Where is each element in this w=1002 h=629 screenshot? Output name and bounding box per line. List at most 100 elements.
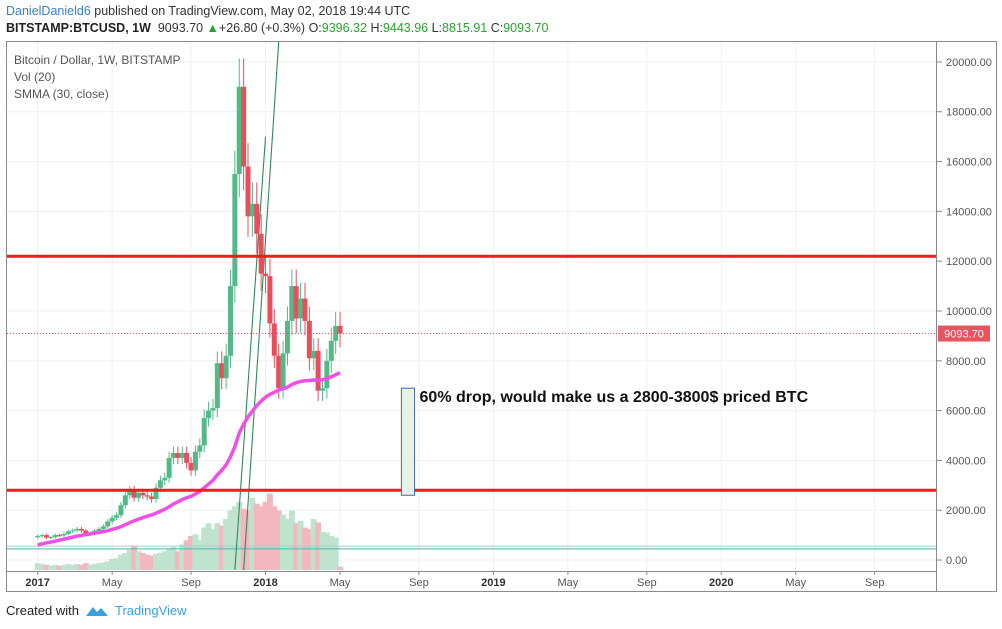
y-tick-label: 2000.00 [946,505,986,517]
publish-info: DanielDanield6 published on TradingView.… [6,4,410,18]
candle-body [254,203,260,234]
volume-bar [293,523,300,570]
y-tick-label: 8000.00 [946,356,986,368]
volume-bar [262,502,269,570]
volume-bar [245,510,252,570]
low-value: 8815.91 [442,21,488,35]
candle-body [149,496,155,500]
candle-body [311,350,317,359]
volume-bar [218,525,225,570]
volume-bar [131,546,138,570]
candle-body [188,462,194,471]
y-tick-label: 12000.00 [946,256,992,268]
candle-body [241,86,247,167]
volume-bar [205,523,212,570]
volume-bar [288,510,295,570]
candle-body [144,495,150,497]
footer: Created with TradingView [6,603,187,618]
time-scale[interactable] [6,571,937,592]
low-label: L: [431,21,443,35]
volume-bar [78,564,85,570]
chart-pane[interactable] [6,41,937,592]
candle-body [140,492,146,496]
candle-body [197,445,203,452]
volume-bar [310,519,317,570]
candle-body [201,418,207,446]
author-link[interactable]: DanielDanield6 [6,4,91,18]
x-tick-label: 2017 [25,577,49,589]
candle-body [289,286,295,321]
candle-body [153,487,159,500]
volume-bar [126,549,133,570]
volume-bar [87,564,94,570]
volume-bar [135,551,142,570]
open-label: O: [308,21,322,35]
candle-body [65,531,71,534]
smma-line [37,371,341,547]
y-tick-label: 18000.00 [946,107,992,119]
volume-bar [166,548,173,570]
candle-body [298,298,304,319]
candle-body [171,452,177,458]
candle-body [70,530,76,532]
volume-bar [306,529,313,570]
volume-bar [157,553,164,570]
volume-bar [139,553,146,570]
candle-body [105,521,111,527]
volume-bar [319,531,326,570]
candle-body [219,363,225,379]
price-scale[interactable] [937,41,997,592]
y-tick-label: 4000.00 [946,455,986,467]
trend-line [243,41,280,571]
volume-bar [275,510,282,570]
y-tick-label: 0.00 [946,555,967,567]
candle-body [135,492,141,498]
candle-body [48,537,54,539]
legend-title: Bitcoin / Dollar, 1W, BITSTAMP [14,53,181,67]
candle-body [131,490,137,498]
volume-bar [82,563,89,570]
candle-body [236,86,242,174]
annotation-text: 60% drop, would make us a 2800-3800$ pri… [420,389,809,406]
close-value: 9093.70 [503,21,549,35]
candle-body [157,480,163,488]
volume-bar [161,551,168,570]
volume-bar [179,544,186,570]
volume-bar [214,523,221,570]
candle-body [267,276,273,324]
x-tick-label: May [330,577,351,589]
x-tick-label: Sep [409,577,429,589]
volume-bar [266,493,273,570]
x-tick-label: May [785,577,806,589]
volume-bar [188,536,195,570]
volume-bar [183,540,190,570]
x-tick-label: 2020 [709,577,733,589]
candle-body [114,515,120,518]
symbol-info: BITSTAMP:BTCUSD, 1W 9093.70 ▲+26.80 (+0.… [6,21,548,35]
tradingview-brand-link[interactable]: TradingView [114,603,187,618]
last-price: 9093.70 [157,21,204,35]
volume-bar [284,519,291,570]
volume-bar [74,564,81,570]
candle-body [315,350,321,391]
volume-bar [65,564,72,570]
volume-bar [337,566,344,570]
volume-bar [144,554,151,570]
candle-body [109,517,115,522]
volume-bar [328,536,335,570]
candle-body [122,495,128,506]
high-value: 9443.96 [382,21,429,35]
volume-bar [39,564,46,570]
candle-body [306,320,312,359]
candle-body [302,298,308,321]
candle-body [324,360,330,389]
x-tick-label: Sep [181,577,201,589]
volume-bar [109,558,116,570]
candle-body [127,490,133,496]
y-tick-label: 16000.00 [946,157,992,169]
volume-bar [323,532,330,570]
volume-bar [69,564,76,570]
volume-bar [297,520,304,570]
up-arrow-icon: ▲ [206,21,219,35]
